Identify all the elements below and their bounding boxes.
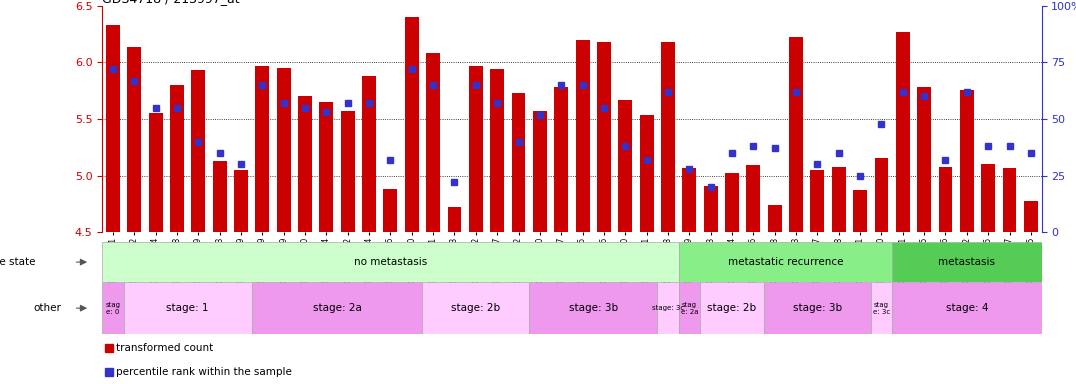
Text: no metastasis: no metastasis [354,257,427,267]
Bar [682,168,696,232]
Text: stage: 2b: stage: 2b [451,303,500,313]
Text: stag
e: 2a: stag e: 2a [680,302,698,314]
Bar [405,17,419,232]
Bar [764,282,870,334]
Bar [679,242,892,282]
Bar [679,282,700,334]
Bar [853,190,867,232]
Text: disease state: disease state [0,257,36,267]
Text: stage: 2a: stage: 2a [313,303,362,313]
Text: metastasis: metastasis [938,257,995,267]
Bar [576,40,590,232]
Bar [1024,200,1038,232]
Bar [657,282,679,334]
Bar [875,157,889,232]
Text: stage: 3b: stage: 3b [569,303,618,313]
Text: stage: 1: stage: 1 [167,303,209,313]
Bar [981,164,995,232]
Bar [704,186,718,232]
Bar [124,282,252,334]
Text: metastatic recurrence: metastatic recurrence [727,257,844,267]
Bar [102,282,124,334]
Bar [491,69,505,232]
Bar [661,42,675,232]
Bar [252,282,423,334]
Bar [768,205,781,232]
Bar [896,32,909,232]
Bar [533,111,547,232]
Bar [639,114,653,232]
Text: stag
e: 0: stag e: 0 [105,302,121,314]
Text: stag
e: 3c: stag e: 3c [873,302,890,314]
Bar [960,89,974,232]
Bar [554,87,568,232]
Bar [235,170,247,232]
Bar [341,111,355,232]
Text: transformed count: transformed count [116,343,213,353]
Bar [192,70,206,232]
Bar [298,96,312,232]
Text: other: other [33,303,61,313]
Bar [469,66,483,232]
Bar [619,100,633,232]
Text: stage: 3b: stage: 3b [793,303,841,313]
Bar [423,282,529,334]
Bar [255,66,269,232]
Bar [832,167,846,232]
Bar [426,53,440,232]
Bar [700,282,764,334]
Bar [127,46,141,232]
Bar [511,93,525,232]
Bar [102,242,679,282]
Bar [148,113,162,232]
Text: stage: 2b: stage: 2b [707,303,756,313]
Bar [170,85,184,232]
Bar [448,207,462,232]
Bar [213,161,227,232]
Bar [789,38,803,232]
Text: GDS4718 / 213997_at: GDS4718 / 213997_at [102,0,240,5]
Bar [810,170,824,232]
Bar [938,167,952,232]
Bar [529,282,657,334]
Bar [917,87,931,232]
Bar [892,242,1042,282]
Bar [105,25,119,232]
Bar [597,42,611,232]
Bar [870,282,892,334]
Bar [277,68,291,232]
Bar [363,76,376,232]
Bar [1003,168,1017,232]
Bar [320,102,334,232]
Bar [383,189,397,232]
Text: stage: 3c: stage: 3c [652,305,684,311]
Bar [747,166,761,232]
Text: percentile rank within the sample: percentile rank within the sample [116,366,292,377]
Bar [725,174,739,232]
Text: stage: 4: stage: 4 [946,303,988,313]
Bar [892,282,1042,334]
